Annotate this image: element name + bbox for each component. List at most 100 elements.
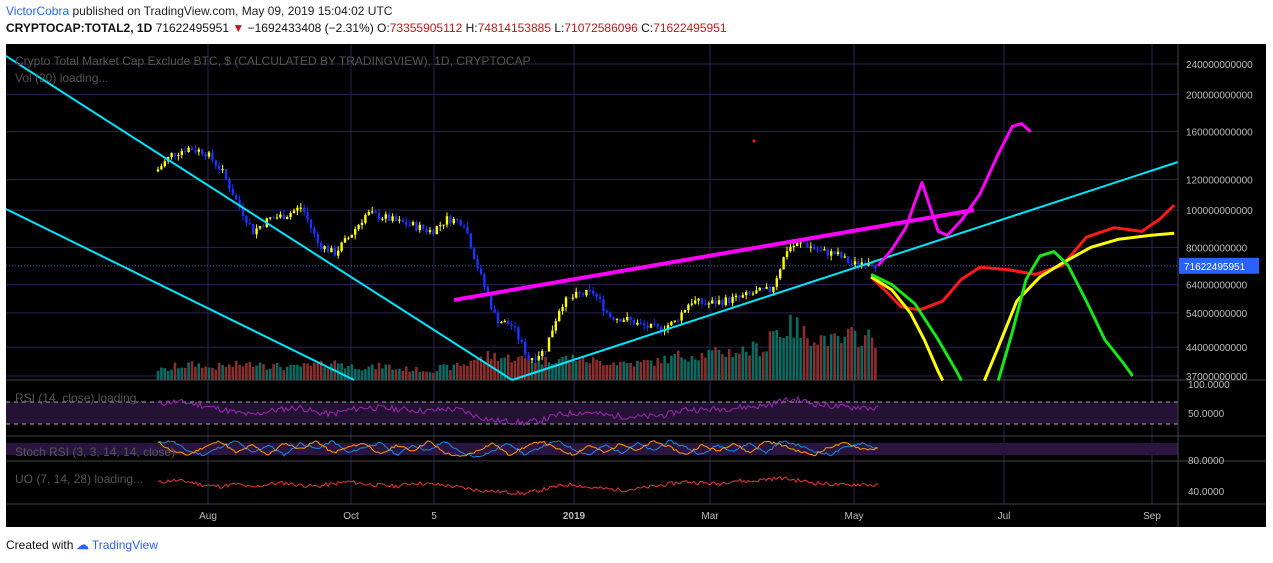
created-with-text: Created with [6,538,74,552]
chart-area[interactable]: 240000000000 200000000000 160000000000 1200… [6,44,1266,527]
candle-body-144 [646,325,649,328]
candle-body-174 [748,292,751,294]
volume-bar-183 [778,336,782,380]
volume-bar-101 [500,358,503,380]
time-tick-7: Sep [1143,511,1161,522]
stoch-k-line [157,439,879,458]
candle-body-76 [415,222,418,231]
volume-bar-36 [279,366,282,380]
candle-body-179 [765,286,768,289]
candle-body-79 [425,228,428,232]
candle-body-135 [615,318,619,320]
uo-pane [157,475,879,496]
volume-bar-29 [255,365,258,380]
volume-bar-210 [870,337,874,380]
volume-bar-177 [758,356,762,380]
candle-body-165 [717,300,721,305]
volume-bar-147 [656,357,660,380]
price-axis-background [1178,44,1266,527]
volume-bar-82 [435,371,439,380]
candle-body-66 [381,218,384,220]
candle-body-185 [785,251,789,258]
candle-body-28 [252,223,255,235]
symbol-info: CRYPTOCAP:TOTAL2, 1D 71622495951 ▼ −1692… [6,21,727,35]
candle-body-147 [656,324,659,327]
volume-bar-175 [751,341,755,380]
volume-bar-141 [636,360,639,380]
candle-body-77 [418,224,421,231]
candle-body-6 [177,154,180,156]
candle-body-123 [575,291,578,298]
candle-body-207 [860,262,863,266]
volume-bar-42 [299,366,303,380]
candle-body-198 [830,251,833,256]
volume-bar-136 [619,361,622,380]
volume-bar-132 [605,364,609,380]
candle-body-163 [711,300,714,304]
volume-bar-113 [540,364,544,380]
volume-bar-14 [204,366,207,380]
candle-body-125 [581,293,585,296]
upper-channel-line [6,55,513,381]
candle-body-92 [469,233,472,249]
footer: Created with ☁ TradingView [6,538,158,552]
volume-bar-204 [850,327,853,380]
rsi-tick-1: 50.0000 [1188,409,1225,420]
volume-bar-23 [234,360,238,380]
yellow-projection-b [983,231,1175,382]
candle-body-203 [847,256,850,264]
volume-bar-7 [180,367,184,380]
candle-body-35 [275,217,279,219]
volume-bar-103 [506,354,510,380]
publish-text: published on TradingView.com, May 09, 20… [72,4,393,18]
candle-body-42 [299,207,302,209]
candle-body-69 [391,216,394,221]
candle-body-194 [816,249,819,251]
volume-bar-180 [768,331,772,380]
stoch-d-line [157,440,879,457]
candle-body-140 [632,320,636,325]
author-link[interactable]: VictorCobra [6,4,70,18]
volume-bar-2 [163,368,167,380]
volume-bar-8 [183,367,187,380]
candle-body-192 [809,246,812,248]
candle-body-171 [738,295,741,298]
candle-body-175 [751,293,755,295]
candle-body-158 [694,300,697,304]
candle-body-12 [197,149,200,152]
candle-body-120 [564,297,568,308]
volume-bar-87 [452,364,456,380]
candle-body-59 [357,224,360,230]
tradingview-logo-icon[interactable]: ☁ [76,538,89,552]
volume-bar-133 [608,364,612,380]
volume-bar-68 [387,364,391,380]
candle-body-112 [537,356,540,360]
volume-label: Vol (20) loading... [15,71,108,85]
volume-bar-209 [867,329,870,380]
candle-body-118 [558,311,561,322]
volume-bar-155 [683,359,687,380]
candle-body-88 [456,218,459,220]
candle-body-106 [517,327,520,340]
candle-body-58 [354,229,357,235]
candle-body-96 [483,274,486,287]
volume-bar-32 [265,369,269,380]
volume-bar-171 [738,353,741,380]
volume-bar-61 [364,369,367,380]
candle-body-7 [180,151,183,155]
candle-body-133 [609,312,612,318]
volume-bar-19 [221,365,224,380]
candle-body-4 [170,153,173,157]
volume-bar-140 [632,366,636,380]
volume-bar-80 [428,372,432,380]
candle-body-64 [374,211,377,213]
time-tick-4: Mar [701,511,719,522]
tradingview-link[interactable]: TradingView [91,538,158,552]
candle-body-1 [160,166,163,170]
lower-channel-line [6,208,355,381]
time-tick-1: Oct [343,511,359,522]
candle-body-129 [595,293,598,297]
volume-bar-56 [347,365,350,380]
candle-body-137 [622,320,625,322]
low-value: 71072586096 [564,21,638,35]
